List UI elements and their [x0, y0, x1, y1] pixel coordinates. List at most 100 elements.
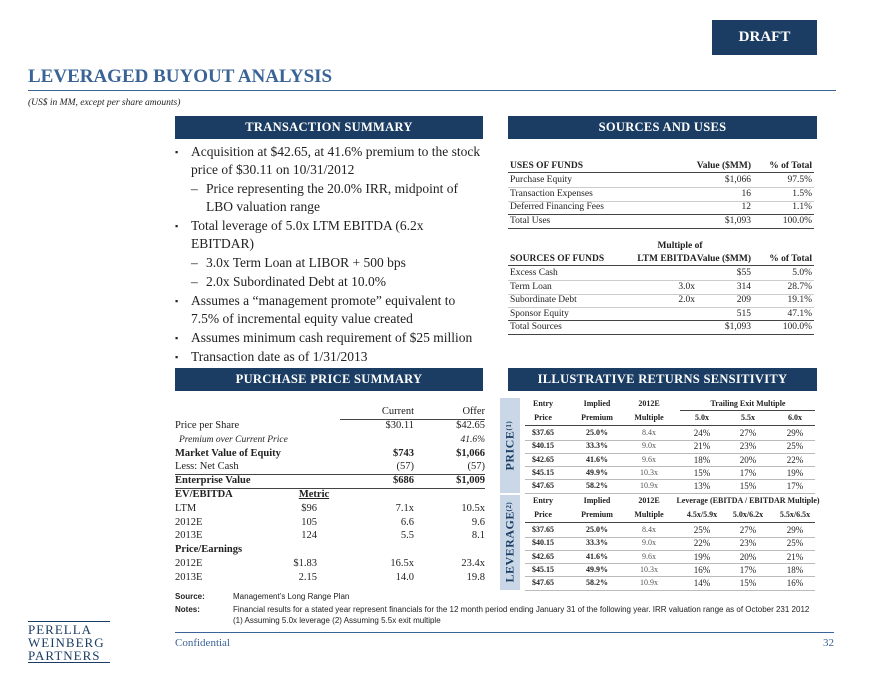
bullet-marker: ▪	[175, 147, 179, 157]
rule	[525, 563, 815, 565]
source-label: Source:	[175, 592, 205, 601]
table-header: SOURCES OF FUNDS	[510, 254, 605, 264]
cell: 9.0x	[642, 441, 656, 451]
bullet-text: 3.0x Term Loan at LIBOR + 500 bps	[206, 255, 406, 270]
rule	[28, 621, 110, 622]
rule	[508, 334, 814, 335]
title-rule	[28, 90, 836, 91]
cell: 29%	[786, 428, 804, 438]
cell: 10.3x	[640, 467, 658, 477]
cell: 16	[741, 188, 752, 199]
section-heading: ILLUSTRATIVE RETURNS SENSITIVITY	[508, 368, 817, 391]
bullet-text: Total leverage of 5.0x LTM EBITDA (6.2x …	[191, 218, 424, 251]
rule	[508, 307, 814, 308]
cell: $42.65	[532, 551, 554, 561]
cell: $96	[301, 502, 317, 514]
table-header: Multiple of	[657, 241, 703, 251]
logo-text: PERELLA	[28, 622, 93, 637]
cell: $1,066	[724, 175, 751, 185]
cell: 124	[301, 530, 317, 542]
cell: $42.65	[456, 420, 485, 431]
cell: 9.6x	[642, 454, 656, 464]
cell: 33.3%	[586, 441, 608, 451]
bullet-marker: –	[191, 181, 198, 196]
cell: 8.4x	[642, 428, 656, 437]
side-label-note: (1)	[505, 420, 513, 431]
cell: 20%	[739, 551, 757, 562]
rule	[508, 320, 814, 321]
cell: (57)	[467, 461, 486, 473]
bullet: ▪ Assumes minimum cash requirement of $25…	[175, 329, 485, 347]
rule	[175, 474, 485, 476]
table-header: % of Total	[769, 254, 812, 264]
table-header: 4.5x/5.9x	[686, 510, 718, 519]
cell: (57)	[396, 461, 415, 473]
table-header: Entry	[533, 399, 553, 408]
bullet: ▪ Transaction date as of 1/31/2013	[175, 348, 485, 366]
cell: 21%	[693, 441, 711, 452]
rule	[525, 549, 815, 551]
side-band	[500, 495, 520, 590]
cell: 6.6	[400, 516, 414, 528]
bullet-marker: ▪	[175, 296, 179, 306]
cell: 97.5%	[787, 175, 812, 185]
rule	[508, 200, 814, 202]
cell: $1,009	[456, 475, 485, 487]
rule	[525, 589, 815, 591]
table-header: 2012E	[638, 399, 660, 408]
cell: 49.9%	[586, 564, 608, 574]
table-header: % of Total	[769, 161, 812, 171]
cell: 7.1x	[395, 502, 414, 514]
table-header: Price	[534, 510, 552, 519]
rule	[525, 522, 815, 523]
bullet-marker: –	[191, 255, 198, 270]
cell: $686	[393, 475, 414, 487]
table-header: Offer	[462, 406, 485, 417]
bullet-marker: ▪	[175, 221, 179, 231]
bullet-marker: ▪	[175, 333, 179, 343]
sub-bullet: –2.0x Subordinated Debt at 10.0%	[175, 273, 485, 291]
cell: 27%	[739, 525, 757, 535]
bullet: ▪ Assumes a “management promote” equivale…	[175, 292, 485, 328]
cell: 25%	[786, 441, 804, 452]
row-label: 2012E	[175, 516, 203, 528]
row-label: 2012E	[175, 558, 203, 569]
cell: 25%	[786, 538, 804, 549]
bullet-text: Price representing the 20.0% IRR, midpoi…	[206, 181, 458, 214]
cell: 15%	[739, 481, 757, 492]
cell: $40.15	[532, 538, 554, 548]
cell: 12	[741, 202, 752, 212]
sub-bullet: – Price representing the 20.0% IRR, midpo…	[175, 180, 485, 216]
cell: 17%	[786, 481, 804, 492]
cell: 5.5	[400, 530, 414, 542]
total-label: Total Sources	[510, 322, 562, 332]
cell: 23%	[739, 441, 757, 452]
cell: 314	[736, 281, 751, 292]
bullet-text: 2.0x Subordinated Debt at 10.0%	[206, 274, 386, 289]
cell: $1,093	[724, 322, 751, 332]
bullet-marker: ▪	[175, 352, 179, 362]
draft-badge: DRAFT	[712, 20, 817, 55]
cell: 49.9%	[586, 467, 608, 477]
cell: 13%	[693, 481, 711, 492]
cell: $37.65	[532, 525, 554, 534]
table-header: 5.5x/6.5x	[779, 510, 811, 519]
cell: 22%	[693, 538, 711, 549]
row-label: Less: Net Cash	[175, 461, 239, 473]
row-label: Term Loan	[510, 281, 552, 292]
rule	[175, 632, 834, 633]
row-label: EV/EBITDA	[175, 489, 233, 500]
rule	[508, 228, 814, 229]
table-header: Multiple	[634, 510, 664, 519]
cell: 1.1%	[792, 202, 812, 212]
bullet-list: ▪ Acquisition at $42.65, at 41.6% premium…	[175, 143, 485, 367]
cell: $55	[736, 268, 751, 278]
table-header: Leverage (EBITDA / EBITDAR Multiple)	[676, 496, 820, 505]
table-header: Implied	[583, 399, 611, 408]
cell: 15%	[739, 578, 757, 589]
table-header: Value ($MM)	[696, 254, 751, 264]
cell: 19%	[786, 467, 804, 478]
bullet-marker: –	[191, 274, 198, 289]
cell: $45.15	[532, 467, 554, 477]
